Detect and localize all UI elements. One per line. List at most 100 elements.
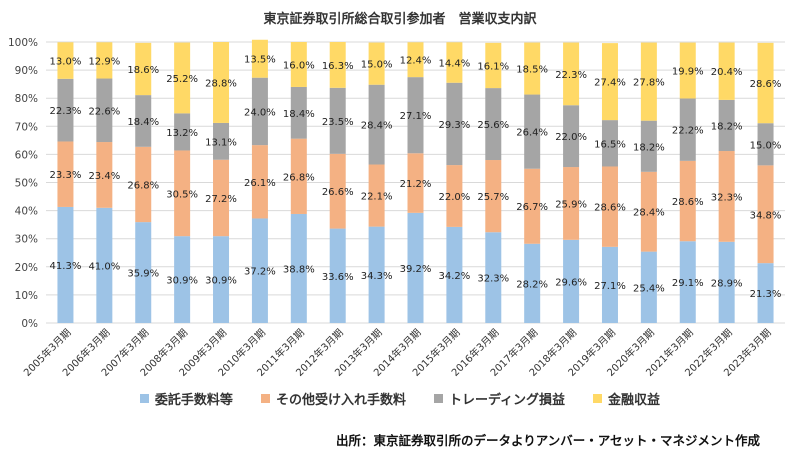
y-tick-label: 30% [15,234,38,246]
bar-segment [563,105,580,168]
bar-segment [290,86,307,139]
y-tick-label: 20% [15,262,38,274]
legend-swatch [139,394,149,403]
bar-segment [757,165,774,264]
bar-segment [485,232,502,323]
legend-item: 委託手数料等 [139,389,233,408]
data-label: 29.3% [439,120,471,131]
data-label: 37.2% [244,267,276,278]
data-label: 21.3% [750,289,782,300]
bar-segment [135,95,152,147]
bar-segment [524,168,541,244]
data-label: 12.9% [88,56,120,67]
data-label: 30.9% [166,276,198,287]
data-label: 16.1% [477,61,509,72]
data-label: 28.4% [633,208,665,219]
bar-segment [718,99,735,152]
data-label: 18.4% [283,109,315,120]
data-label: 41.3% [50,261,82,272]
data-label: 25.7% [477,192,509,203]
data-label: 26.4% [516,128,548,139]
bar-segment [757,123,774,166]
legend-swatch [593,394,603,403]
y-tick-label: 100% [8,37,38,49]
bar-segment [96,42,113,79]
bar-segment [718,241,735,323]
bar-segment [563,42,580,106]
data-label: 22.2% [672,126,704,137]
bar-segment [563,239,580,323]
data-label: 13.5% [244,55,276,66]
bar-segment [407,212,424,323]
data-label: 26.8% [283,172,315,183]
bar-segment [213,42,230,123]
data-label: 30.5% [166,189,198,200]
bar-segment [524,42,541,95]
bar-segment [251,39,268,78]
bar-segment [57,78,74,142]
bar-segment [368,164,385,227]
data-label: 28.6% [594,203,626,214]
data-label: 25.6% [477,120,509,131]
bar-segment [640,120,657,172]
y-tick-label: 80% [15,93,38,105]
bar-segment [757,42,774,124]
data-label: 34.8% [750,210,782,221]
data-label: 24.0% [244,107,276,118]
data-label: 26.8% [127,180,159,191]
data-label: 21.2% [400,179,432,190]
legend-label: その他受け入れ手数料 [275,393,406,408]
bar-segment [446,165,463,227]
data-label: 33.6% [322,272,354,283]
data-label: 29.6% [555,277,587,288]
bar-segment [174,42,191,114]
chart-title: 東京証券取引所総合取引参加者 営業収支内訳 [263,12,537,27]
data-label: 35.9% [127,269,159,280]
data-label: 27.1% [400,111,432,122]
bar-segment [174,150,191,237]
data-label: 23.3% [50,170,82,181]
data-label: 25.4% [633,283,665,294]
bar-segment [290,42,307,87]
data-label: 12.4% [400,56,432,67]
data-label: 18.6% [127,65,159,76]
legend-label: トレーディング損益 [448,393,566,408]
bar-segment [718,42,735,100]
data-label: 18.2% [711,121,743,132]
bar-segment [524,243,541,323]
legend-swatch [260,394,270,403]
legend-item: トレーディング損益 [433,389,566,408]
legend: 委託手数料等 その他受け入れ手数料 トレーディング損益 金融収益 [0,389,800,408]
bar-segment [446,42,463,83]
y-tick-label: 40% [15,206,38,218]
data-label: 15.0% [750,140,782,151]
y-tick-label: 50% [15,178,38,190]
bar-segment [407,153,424,213]
bar-segment [407,42,424,78]
bar-segment [135,222,152,323]
data-label: 28.4% [361,121,393,132]
bar-segment [251,145,268,219]
legend-item: その他受け入れ手数料 [260,389,406,408]
bar-segment [174,236,191,323]
bar-segment [757,263,774,323]
data-label: 27.4% [594,78,626,89]
data-label: 15.0% [361,60,393,71]
data-label: 22.3% [555,70,587,81]
bar-segment [213,236,230,323]
bar-segment [524,94,541,169]
data-label: 18.4% [127,117,159,128]
data-label: 23.5% [322,117,354,128]
y-tick-label: 90% [15,65,38,77]
data-label: 28.9% [711,278,743,289]
bar-segment [368,42,385,85]
data-label: 28.8% [205,78,237,89]
bar-segment [485,42,502,89]
bar-segment [213,122,230,160]
data-label: 28.6% [750,79,782,90]
data-label: 32.3% [711,192,743,203]
legend-swatch [433,394,443,403]
bar-segment [213,159,230,237]
data-label: 22.0% [439,192,471,203]
data-label: 27.8% [633,78,665,89]
